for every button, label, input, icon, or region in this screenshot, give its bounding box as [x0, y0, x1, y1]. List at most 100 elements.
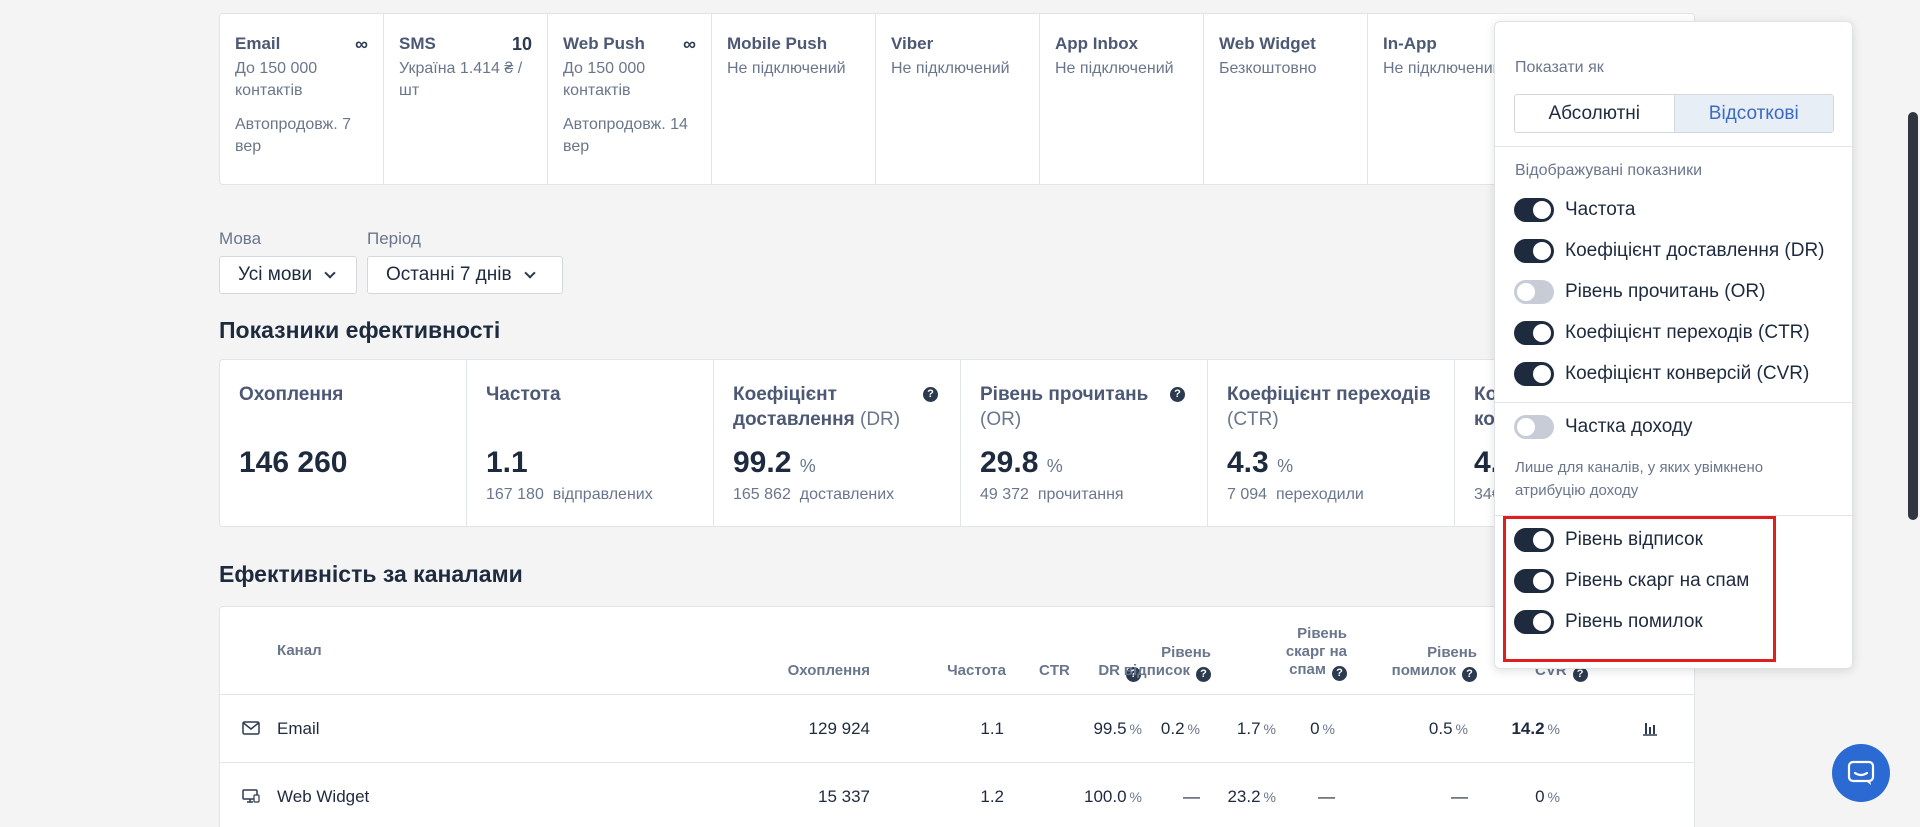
channels-table: Канал Охоплення Частота DR? CTR Рівень ві… — [219, 606, 1695, 827]
channel-card-email[interactable]: Email ∞ До 150 000 контактів Автопродовж… — [220, 14, 384, 184]
cell-reach: 15 337 — [818, 787, 870, 806]
kpi-value: 4.3 % — [1227, 446, 1293, 480]
absolute-mode-button[interactable]: Абсолютні — [1548, 102, 1641, 124]
kpi-count: 165 862 — [733, 486, 791, 503]
table-header: Канал Охоплення Частота DR? CTR Рівень ві… — [220, 607, 1694, 695]
toggle-switch[interactable] — [1514, 528, 1554, 552]
col-errors-l2: помилок — [1391, 662, 1456, 679]
scrollbar-thumb[interactable] — [1908, 112, 1918, 520]
col-spam-l1: Рівень — [1297, 625, 1347, 642]
kpi-title-text: Ко — [1474, 384, 1498, 405]
col-unsub[interactable]: Рівень відписок? — [1097, 644, 1211, 682]
toggle-switch[interactable] — [1514, 569, 1554, 593]
table-row[interactable]: Email 129 924 1.1 99.5% 1.7% — [220, 695, 1694, 763]
channel-card-viber[interactable]: Viber Не підключений — [876, 14, 1040, 184]
percent-mode-button[interactable]: Відсоткові — [1673, 95, 1833, 132]
highlight-box — [1503, 516, 1776, 662]
kpi-title: Ко ко — [1474, 382, 1675, 432]
toggle-row-revenue[interactable]: Частка доходу — [1514, 415, 1692, 439]
channel-card-in-app[interactable]: In-App Не підключений — [1368, 14, 1694, 184]
table-row[interactable]: Web Widget 15 337 1.2 100.0% 23.2% — — —… — [220, 763, 1694, 827]
cell-channel: Web Widget — [277, 787, 370, 806]
toggle-switch[interactable] — [1514, 415, 1554, 439]
help-icon[interactable]: ? — [1462, 667, 1477, 682]
display-mode-toggle: Абсолютні Відсоткові — [1514, 94, 1834, 133]
kpi-value: 1.1 — [486, 446, 528, 479]
channel-name: Web Widget — [1219, 34, 1316, 53]
period-select[interactable]: Останні 7 днів — [367, 256, 563, 294]
toggle-row-dr[interactable]: Коефіцієнт доставлення (DR) — [1514, 239, 1825, 263]
toggle-label: Коефіцієнт доставлення (DR) — [1565, 240, 1825, 261]
cell-value: 14.2 — [1511, 719, 1545, 738]
help-icon[interactable]: ? — [1572, 667, 1588, 682]
toggle-row-frequency[interactable]: Частота — [1514, 198, 1635, 222]
cell-frequency: 1.2 — [980, 787, 1004, 806]
channel-name: Mobile Push — [727, 34, 828, 53]
help-icon[interactable]: ? — [1332, 666, 1347, 681]
kpi-section-title: Показники ефективності — [219, 317, 501, 343]
help-icon[interactable]: ? — [1170, 387, 1185, 402]
bar-chart-icon[interactable] — [1642, 720, 1658, 736]
channel-name: Web Push — [563, 34, 645, 53]
cell-value: 0.5 — [1428, 719, 1453, 738]
help-icon[interactable]: ? — [1196, 667, 1211, 682]
kpi-subtext: 167 180 відправлених — [486, 486, 653, 504]
kpi-cards: Охоплення 146 260 Частота 1.1 167 180 ві… — [219, 359, 1695, 527]
channel-status: Безкоштовно — [1219, 60, 1317, 77]
col-spam[interactable]: Рівень скарг на спам? — [1223, 625, 1347, 681]
kpi-title: Коефіцієнт переходів (CTR) — [1227, 382, 1435, 432]
cell-unsub: 0.2% — [1100, 695, 1200, 763]
cell-channel: Email — [277, 719, 320, 738]
channel-card-mobile-push[interactable]: Mobile Push Не підключений — [712, 14, 876, 184]
kpi-count-label: прочитання — [1037, 486, 1124, 503]
toggle-label: Коефіцієнт конверсій (CVR) — [1565, 363, 1810, 384]
col-reach[interactable]: Охоплення — [787, 662, 870, 679]
channel-name: Viber — [891, 34, 934, 53]
col-dr[interactable]: DR? — [1098, 662, 1141, 682]
kpi-value: 146 260 — [239, 446, 348, 479]
channel-card-web-widget[interactable]: Web Widget Безкоштовно — [1204, 14, 1368, 184]
toggle-switch[interactable] — [1514, 610, 1554, 634]
toggle-row-or[interactable]: Рівень прочитань (OR) — [1514, 280, 1765, 304]
kpi-title: Рівень прочитань (OR) — [980, 382, 1170, 432]
channel-limit-badge: ∞ — [355, 34, 368, 54]
toggle-row-errors[interactable]: Рівень помилок — [1514, 610, 1703, 634]
toggle-row-unsubscribe[interactable]: Рівень відписок — [1514, 528, 1703, 552]
kpi-reach: Охоплення 146 260 — [220, 360, 467, 526]
channel-cards: Email ∞ До 150 000 контактів Автопродовж… — [219, 13, 1695, 185]
toggle-row-cvr[interactable]: Коефіцієнт конверсій (CVR) — [1514, 362, 1809, 386]
cell-value: 0.2 — [1160, 719, 1185, 738]
col-ctr[interactable]: CTR — [1039, 662, 1070, 679]
kpi-frequency: Частота 1.1 167 180 відправлених — [467, 360, 714, 526]
toggle-switch[interactable] — [1514, 198, 1554, 222]
col-frequency[interactable]: Частота — [947, 662, 1006, 679]
toggle-row-ctr[interactable]: Коефіцієнт переходів (CTR) — [1514, 321, 1810, 345]
channel-renewal: Автопродовж. 7 вер — [235, 116, 352, 155]
toggle-switch[interactable] — [1514, 321, 1554, 345]
col-channel[interactable]: Канал — [277, 642, 322, 659]
revenue-note: Лише для каналів, у яких увімкнено атриб… — [1515, 459, 1764, 499]
toggle-row-spam[interactable]: Рівень скарг на спам — [1514, 569, 1749, 593]
chat-button[interactable] — [1832, 744, 1890, 802]
kpi-title: Коефіцієнт доставлення (DR) — [733, 382, 913, 432]
toggle-switch[interactable] — [1514, 239, 1554, 263]
toggle-switch[interactable] — [1514, 362, 1554, 386]
cell-value: 99.5 — [1093, 719, 1127, 738]
cell-value: 1.7 — [1236, 719, 1261, 738]
envelope-icon — [242, 721, 260, 735]
language-select[interactable]: Усі мови — [219, 256, 357, 294]
col-errors[interactable]: Рівень помилок? — [1360, 644, 1477, 682]
kpi-number: 29.8 — [980, 446, 1039, 479]
toggle-label: Рівень відписок — [1565, 529, 1703, 550]
channel-card-sms[interactable]: SMS 10 Україна 1.414 ₴ / шт — [384, 14, 548, 184]
page-scrollbar[interactable] — [1906, 0, 1920, 827]
help-icon[interactable]: ? — [1126, 667, 1141, 682]
cell-value: 0 — [1310, 719, 1320, 738]
toggle-switch[interactable] — [1514, 280, 1554, 304]
kpi-title: Частота — [486, 384, 561, 405]
kpi-count-label: переходили — [1275, 486, 1364, 503]
kpi-title-text: Коефіцієнт переходів — [1227, 384, 1431, 405]
help-icon[interactable]: ? — [923, 387, 938, 402]
channel-card-app-inbox[interactable]: App Inbox Не підключений — [1040, 14, 1204, 184]
channel-card-web-push[interactable]: Web Push ∞ До 150 000 контактів Автопрод… — [548, 14, 712, 184]
